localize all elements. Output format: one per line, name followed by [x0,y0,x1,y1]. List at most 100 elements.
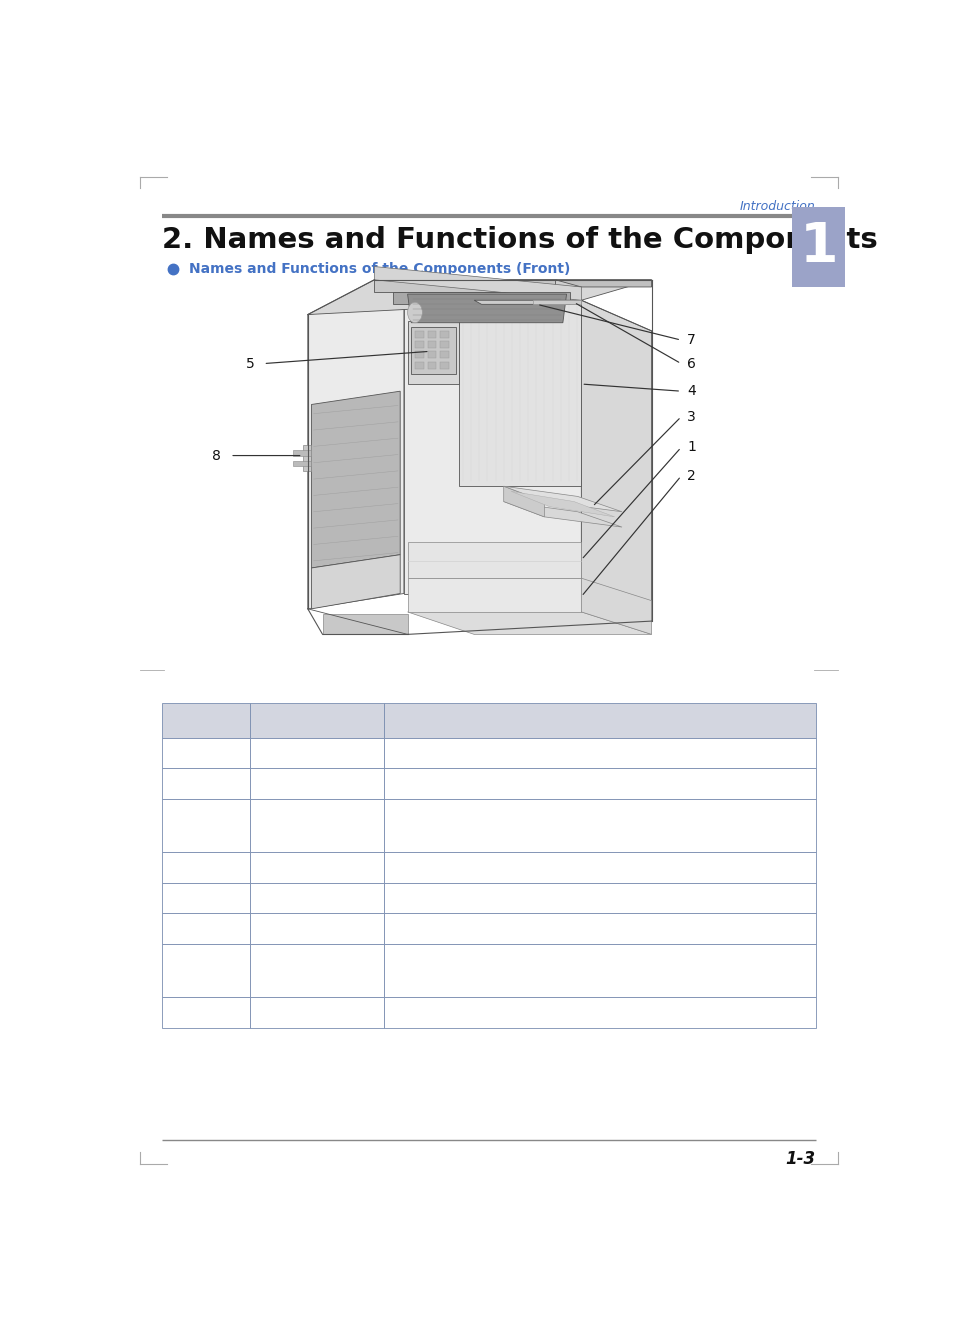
Bar [162,768,250,799]
Text: 5: 5 [202,893,210,902]
Text: Handle: Handle [257,1007,297,1018]
Bar [384,882,815,913]
Polygon shape [427,361,436,369]
Bar [162,913,250,943]
Polygon shape [407,295,566,322]
Polygon shape [511,491,614,518]
Text: Open the cover to install the cartridge or check the device.: Open the cover to install the cartridge … [392,863,729,872]
Circle shape [407,303,422,322]
Bar [250,913,384,943]
Bar [250,882,384,913]
Polygon shape [427,341,436,348]
Text: 7: 7 [686,333,695,348]
Polygon shape [411,326,456,374]
Text: 3: 3 [202,820,210,831]
Text: Printed sheets can be stacked up to 250. (75g/m²(20lb)): Printed sheets can be stacked up to 250.… [392,979,712,990]
Bar [162,852,250,882]
Polygon shape [322,614,407,634]
Text: 5: 5 [246,357,254,370]
Polygon shape [407,543,580,579]
Text: Description: Description [173,715,238,725]
Polygon shape [439,341,449,348]
Bar [384,738,815,768]
Text: Control Panel: Control Panel [257,893,334,902]
Polygon shape [580,300,651,621]
Text: Paper is dispensed with the printed side facing down.: Paper is dispensed with the printed side… [392,957,697,967]
Polygon shape [407,321,459,384]
Text: envelops.: envelops. [392,835,446,845]
Text: 2. Names and Functions of the Components: 2. Names and Functions of the Components [162,226,877,253]
Text: Spread extension tray for standard paper, label paper or: Spread extension tray for standard paper… [392,812,714,823]
Text: Names of each part: Names of each part [257,715,370,725]
Polygon shape [580,579,651,634]
Bar [162,738,250,768]
Text: Front Cover: Front Cover [257,863,323,872]
Polygon shape [311,555,400,609]
Bar [250,703,384,738]
Text: 4: 4 [202,863,210,872]
Text: Holds 500 sheets .(75g/m²(20lb)): Holds 500 sheets .(75g/m²(20lb)) [392,748,580,758]
Polygon shape [302,446,311,471]
Text: 1: 1 [686,441,696,454]
Bar [384,943,815,997]
Text: 6: 6 [686,357,696,370]
Bar [162,703,250,738]
Polygon shape [427,352,436,358]
Polygon shape [415,352,423,358]
Text: Prevents printed paper from falling.: Prevents printed paper from falling. [392,924,595,934]
Text: 3: 3 [686,410,695,423]
Bar [384,913,815,943]
Bar [791,207,844,287]
Text: 1: 1 [799,220,837,275]
Polygon shape [403,300,580,593]
Text: 2: 2 [686,468,695,483]
Text: 1-3: 1-3 [784,1151,815,1168]
Polygon shape [503,486,621,512]
Polygon shape [293,460,311,466]
Text: Use it to move the printer or install the optional tray.: Use it to move the printer or install th… [392,1007,693,1018]
Text: Buttons, lamp, and LCD display necessary for operation: Buttons, lamp, and LCD display necessary… [392,893,709,902]
Polygon shape [374,280,651,287]
Text: 8: 8 [213,449,221,463]
Text: 2: 2 [202,779,210,788]
Polygon shape [308,280,651,314]
Polygon shape [474,300,577,304]
Polygon shape [533,300,580,304]
Polygon shape [415,361,423,369]
Polygon shape [503,502,621,527]
Polygon shape [311,391,400,568]
Bar [384,997,815,1027]
Text: Paper Support: Paper Support [257,924,338,934]
Bar [384,703,815,738]
Text: 6: 6 [202,924,210,934]
Bar [250,852,384,882]
Polygon shape [293,450,311,455]
Bar [384,799,815,852]
Bar [250,799,384,852]
Bar [384,852,815,882]
Bar [384,768,815,799]
Bar [250,997,384,1027]
Polygon shape [407,579,580,612]
Polygon shape [393,292,570,304]
Text: Functions: Functions [392,715,446,725]
Polygon shape [439,361,449,369]
Bar [250,943,384,997]
Polygon shape [374,280,555,292]
Bar [162,882,250,913]
Polygon shape [374,280,580,287]
Text: Output Bin: Output Bin [257,966,319,975]
Polygon shape [407,612,651,634]
Polygon shape [503,486,544,518]
Text: Introduction: Introduction [740,200,815,214]
Bar [162,997,250,1027]
Polygon shape [427,330,436,338]
Polygon shape [439,330,449,338]
Polygon shape [308,300,403,609]
Bar [162,799,250,852]
Bar [162,943,250,997]
Text: 1: 1 [202,748,210,758]
Polygon shape [415,341,423,348]
Bar [250,768,384,799]
Text: 8: 8 [202,1007,210,1018]
